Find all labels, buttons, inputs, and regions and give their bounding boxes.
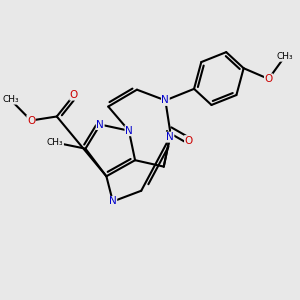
- Text: N: N: [96, 119, 104, 130]
- Text: CH₃: CH₃: [2, 95, 19, 104]
- Text: CH₃: CH₃: [47, 138, 64, 147]
- Text: N: N: [109, 196, 117, 206]
- Text: O: O: [70, 90, 78, 100]
- Text: N: N: [125, 126, 133, 136]
- Text: O: O: [184, 136, 193, 146]
- Text: N: N: [161, 95, 169, 105]
- Text: CH₃: CH₃: [276, 52, 293, 61]
- Text: O: O: [27, 116, 35, 125]
- Text: N: N: [166, 132, 174, 142]
- Text: O: O: [265, 74, 273, 84]
